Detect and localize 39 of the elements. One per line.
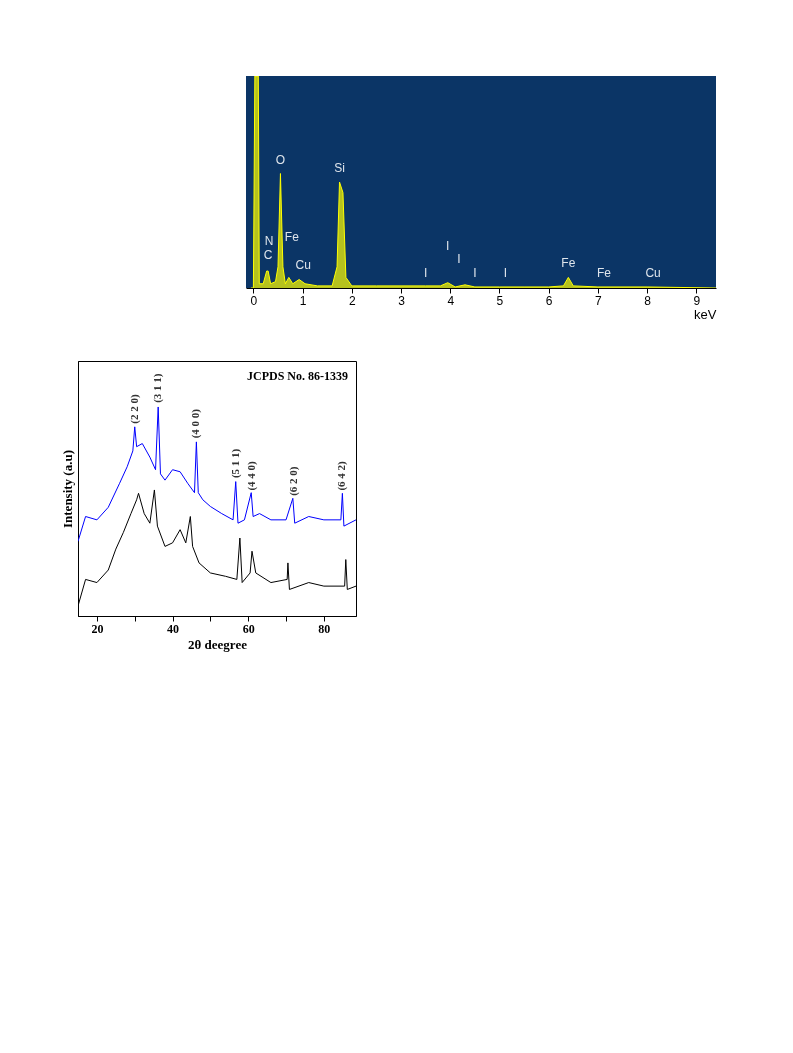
x-tick-label: 9 (693, 293, 701, 308)
x-tick-label: 3 (398, 293, 406, 308)
annotation: (4 4 0) (244, 460, 258, 491)
annotation: (3 1 1) (151, 373, 165, 403)
x-tick-label: 5 (496, 293, 504, 308)
x-axis-title: keV (694, 306, 717, 322)
x-tick-label: 6 (545, 293, 553, 308)
x-tick-label: 0 (250, 293, 258, 308)
x-tick-label: 1 (299, 293, 307, 308)
annotation: I (473, 265, 477, 280)
annotation: I (446, 238, 450, 253)
x-axis-title: 2θ deegree (188, 636, 248, 652)
annotation: Cu (645, 265, 661, 280)
annotation: (4 0 0) (189, 408, 203, 439)
annotation: O (275, 152, 286, 167)
x-tick-label: 2 (348, 293, 356, 308)
annotation: C (263, 248, 273, 263)
annotation: N (264, 233, 274, 248)
x-tick-label: 7 (595, 293, 603, 308)
annotation: (6 2 0) (286, 466, 300, 496)
y-axis-title: Intensity (a.u) (59, 449, 75, 529)
annotation: Fe (596, 265, 612, 280)
annotation: (5 1 1) (228, 448, 242, 479)
x-tick-label: 8 (644, 293, 652, 308)
x-tick-label: 20 (91, 621, 104, 636)
annotation: Cu (295, 257, 311, 272)
x-tick-label: 80 (318, 621, 331, 636)
x-tick-label: 4 (447, 293, 455, 308)
annotation: I (457, 251, 461, 266)
annotation: (6 4 2) (335, 460, 349, 491)
x-tick-label: 40 (167, 621, 180, 636)
annotation: Si (334, 161, 345, 175)
annotation: (2 2 0) (127, 394, 141, 424)
annotation: Fe (561, 256, 576, 271)
annotation: I (423, 265, 428, 280)
annotation: Fe (284, 230, 300, 245)
text: JCPDS No. 86-1339 (247, 369, 348, 383)
annotation: I (503, 265, 508, 280)
x-tick-label: 60 (242, 621, 255, 636)
